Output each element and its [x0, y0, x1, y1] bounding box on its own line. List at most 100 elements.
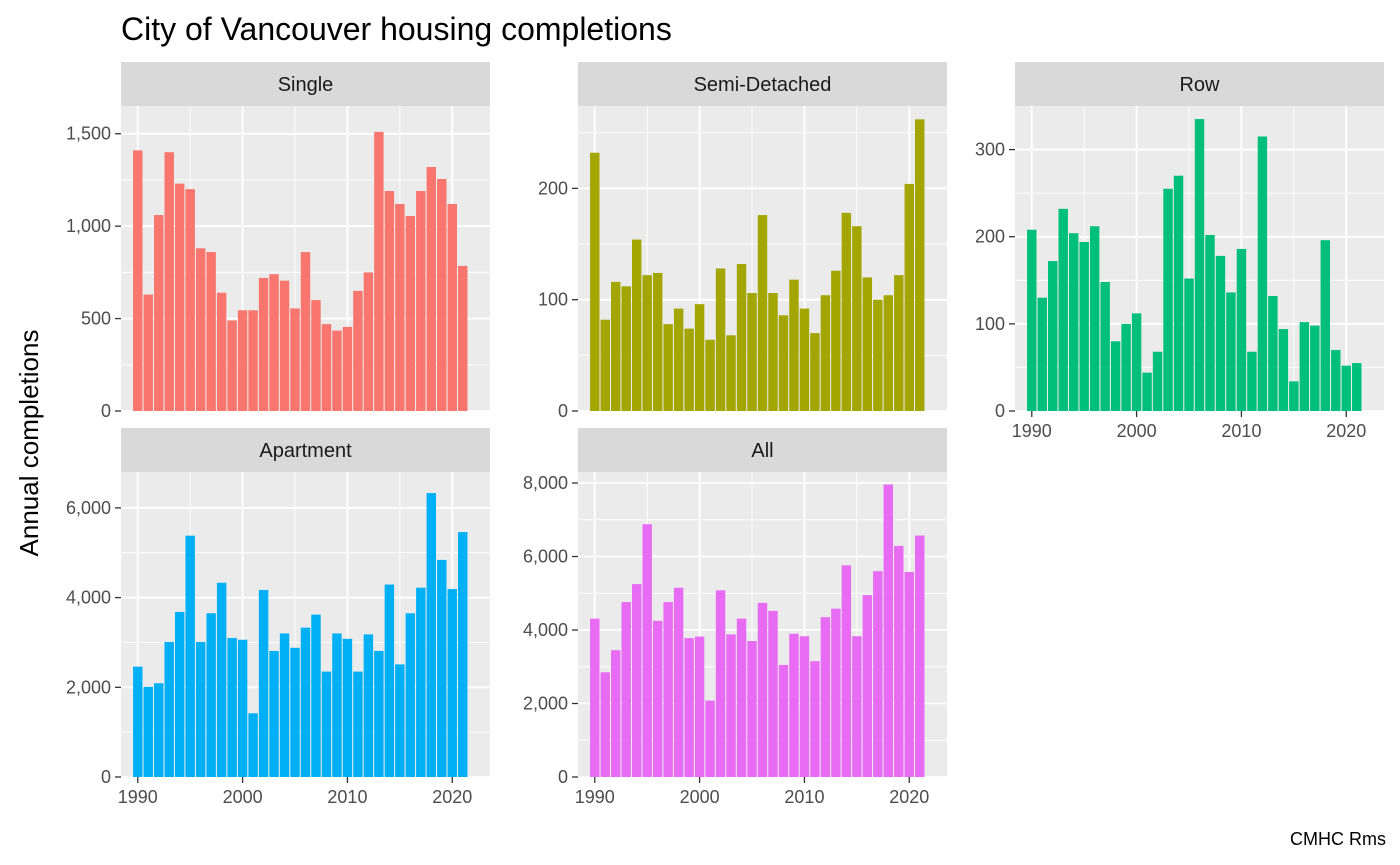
bar-1994 — [631, 584, 642, 777]
y-tick-label: 0 — [558, 767, 568, 787]
facet-strip — [1015, 62, 1384, 106]
bar-2002 — [1152, 351, 1163, 411]
bar-2012 — [363, 634, 374, 777]
bar-2006 — [1194, 119, 1205, 412]
y-tick-label: 500 — [81, 309, 111, 329]
bar-2007 — [768, 610, 778, 777]
bar-2016 — [405, 613, 416, 777]
bar-2015 — [852, 226, 862, 411]
bar-2008 — [778, 664, 789, 777]
bar-2008 — [321, 671, 332, 777]
bar-1993 — [164, 152, 174, 411]
facet-panels: Single 0 500 1,000 1,500 Semi-Detached 0 100 200… — [66, 62, 1384, 807]
bar-2015 — [1289, 381, 1299, 411]
bar-2009 — [332, 633, 342, 777]
x-tick-label: 2000 — [223, 787, 263, 807]
bar-2003 — [269, 650, 279, 777]
y-axis-label: Annual completions — [14, 330, 44, 557]
bar-1998 — [1110, 341, 1121, 411]
y-tick-label: 100 — [538, 290, 568, 310]
bar-1991 — [1037, 297, 1047, 411]
bar-2012 — [820, 617, 831, 777]
bar-1995 — [1079, 241, 1089, 411]
bar-2006 — [757, 215, 768, 411]
bar-2010 — [342, 638, 353, 777]
bar-1998 — [216, 582, 227, 777]
bar-1995 — [185, 189, 195, 411]
y-tick-label: 6,000 — [66, 498, 111, 518]
x-tick-label: 2010 — [327, 787, 367, 807]
bar-1990 — [133, 150, 143, 411]
bar-2011 — [353, 671, 363, 777]
bar-2003 — [1163, 188, 1173, 411]
facet-panel-single: Single 0 500 1,000 1,500 — [66, 62, 490, 421]
bar-2013 — [831, 608, 841, 777]
bar-2020 — [447, 589, 457, 777]
bar-1992 — [154, 215, 164, 411]
facet-strip — [121, 62, 490, 106]
bar-2005 — [290, 308, 300, 411]
bar-2004 — [736, 264, 747, 411]
bar-2001 — [705, 700, 715, 777]
bar-2001 — [1142, 372, 1152, 411]
bar-1993 — [621, 286, 631, 411]
bar-2002 — [258, 277, 269, 411]
bar-1997 — [1100, 282, 1110, 411]
bar-2010 — [799, 308, 810, 411]
bar-2010 — [799, 636, 810, 777]
bar-1997 — [663, 602, 673, 777]
bar-2005 — [747, 641, 757, 777]
bar-2018 — [883, 295, 894, 411]
bar-2011 — [810, 661, 820, 777]
x-tick-label: 2020 — [432, 787, 472, 807]
bar-1991 — [600, 319, 610, 411]
bar-2017 — [1310, 325, 1320, 411]
bar-2011 — [810, 333, 820, 411]
bar-2013 — [831, 270, 841, 411]
x-tick-label: 2020 — [889, 787, 929, 807]
bar-2009 — [1226, 292, 1236, 411]
bar-2001 — [248, 310, 258, 411]
bar-1998 — [216, 292, 227, 411]
y-tick-label: 300 — [975, 140, 1005, 160]
bar-2021 — [1352, 363, 1362, 411]
bar-2007 — [311, 614, 321, 777]
bar-2015 — [852, 636, 862, 777]
bar-2016 — [405, 215, 416, 411]
bar-2006 — [300, 627, 311, 777]
bar-1995 — [642, 524, 652, 777]
facet-strip-label: Apartment — [259, 440, 352, 462]
bar-2010 — [342, 326, 353, 411]
x-tick-label: 2010 — [784, 787, 824, 807]
chart-caption: CMHC Rms — [1290, 829, 1386, 849]
bar-2020 — [904, 183, 914, 411]
bar-2003 — [726, 335, 736, 411]
x-tick-label: 2020 — [1326, 421, 1366, 441]
bar-2015 — [395, 664, 405, 777]
bar-1999 — [227, 637, 237, 777]
x-tick-label: 1990 — [1012, 421, 1052, 441]
y-tick-label: 1,000 — [66, 216, 111, 236]
bar-2004 — [736, 618, 747, 777]
bar-2004 — [279, 280, 290, 411]
facet-panel-all: All 0 2,000 4,000 6,000 8,000 1990 2000 2010 2020 — [523, 428, 947, 807]
bar-1994 — [1068, 233, 1079, 411]
bar-2002 — [715, 268, 726, 411]
bar-1996 — [195, 248, 206, 411]
y-tick-label: 200 — [975, 227, 1005, 247]
x-tick-label: 2010 — [1221, 421, 1261, 441]
bar-2019 — [1331, 350, 1341, 411]
bar-1997 — [206, 613, 216, 777]
bar-1990 — [1027, 229, 1037, 411]
bar-2018 — [1320, 240, 1331, 411]
bar-2015 — [395, 203, 405, 411]
bar-2007 — [1205, 234, 1215, 411]
bar-2006 — [757, 602, 768, 777]
bar-1999 — [684, 638, 694, 777]
bar-2012 — [363, 272, 374, 411]
y-tick-label: 0 — [558, 401, 568, 421]
bar-2017 — [416, 587, 426, 777]
bar-2016 — [862, 595, 873, 777]
bar-2004 — [1173, 175, 1184, 411]
chart-title: City of Vancouver housing completions — [121, 11, 672, 47]
